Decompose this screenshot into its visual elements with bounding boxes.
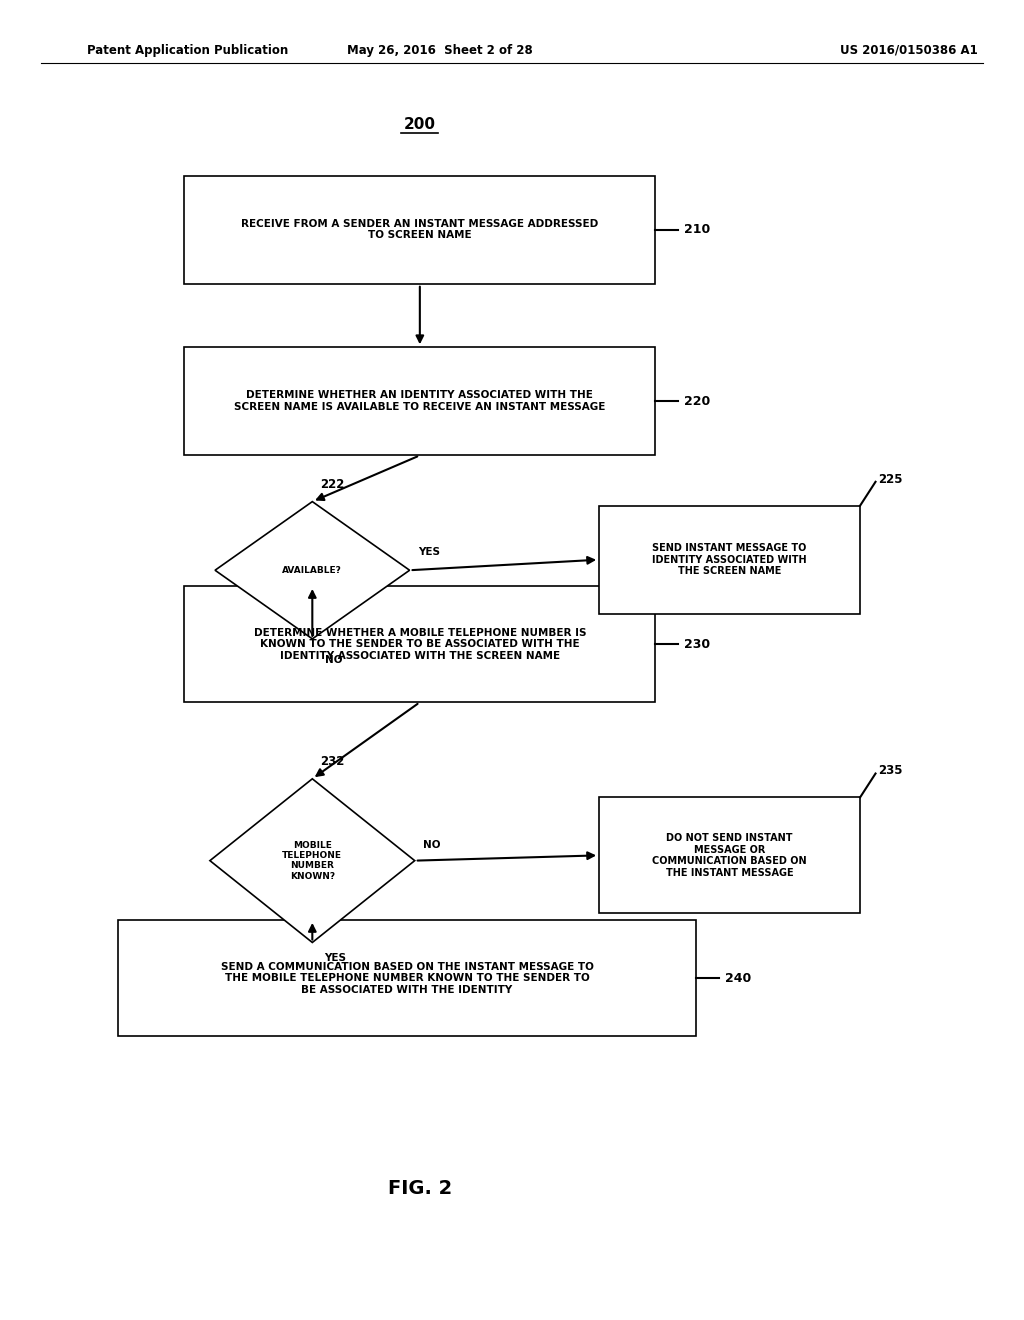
Text: NO: NO — [325, 655, 342, 665]
FancyBboxPatch shape — [184, 347, 655, 455]
Text: YES: YES — [418, 546, 439, 557]
FancyBboxPatch shape — [599, 797, 860, 913]
Polygon shape — [210, 779, 415, 942]
Text: 220: 220 — [684, 395, 711, 408]
Text: DETERMINE WHETHER A MOBILE TELEPHONE NUMBER IS
KNOWN TO THE SENDER TO BE ASSOCIA: DETERMINE WHETHER A MOBILE TELEPHONE NUM… — [254, 627, 586, 661]
Text: 232: 232 — [321, 755, 345, 768]
Text: US 2016/0150386 A1: US 2016/0150386 A1 — [840, 44, 978, 57]
Text: DO NOT SEND INSTANT
MESSAGE OR
COMMUNICATION BASED ON
THE INSTANT MESSAGE: DO NOT SEND INSTANT MESSAGE OR COMMUNICA… — [652, 833, 807, 878]
Text: SEND INSTANT MESSAGE TO
IDENTITY ASSOCIATED WITH
THE SCREEN NAME: SEND INSTANT MESSAGE TO IDENTITY ASSOCIA… — [652, 543, 807, 577]
FancyBboxPatch shape — [184, 586, 655, 702]
Text: 225: 225 — [879, 473, 903, 486]
FancyBboxPatch shape — [184, 176, 655, 284]
Text: MOBILE
TELEPHONE
NUMBER
KNOWN?: MOBILE TELEPHONE NUMBER KNOWN? — [283, 841, 342, 880]
Text: SEND A COMMUNICATION BASED ON THE INSTANT MESSAGE TO
THE MOBILE TELEPHONE NUMBER: SEND A COMMUNICATION BASED ON THE INSTAN… — [220, 961, 594, 995]
Text: AVAILABLE?: AVAILABLE? — [283, 566, 342, 574]
Text: YES: YES — [325, 953, 346, 964]
Polygon shape — [215, 502, 410, 639]
Text: DETERMINE WHETHER AN IDENTITY ASSOCIATED WITH THE
SCREEN NAME IS AVAILABLE TO RE: DETERMINE WHETHER AN IDENTITY ASSOCIATED… — [234, 391, 605, 412]
Text: FIG. 2: FIG. 2 — [388, 1179, 452, 1197]
Text: 222: 222 — [321, 478, 345, 491]
Text: 200: 200 — [403, 116, 436, 132]
Text: May 26, 2016  Sheet 2 of 28: May 26, 2016 Sheet 2 of 28 — [347, 44, 534, 57]
FancyBboxPatch shape — [599, 506, 860, 614]
Text: 210: 210 — [684, 223, 711, 236]
Text: Patent Application Publication: Patent Application Publication — [87, 44, 289, 57]
Text: 240: 240 — [725, 972, 752, 985]
FancyBboxPatch shape — [118, 920, 696, 1036]
Text: RECEIVE FROM A SENDER AN INSTANT MESSAGE ADDRESSED
TO SCREEN NAME: RECEIVE FROM A SENDER AN INSTANT MESSAGE… — [242, 219, 598, 240]
Text: NO: NO — [423, 840, 440, 850]
Text: 230: 230 — [684, 638, 711, 651]
Text: 235: 235 — [879, 764, 903, 777]
